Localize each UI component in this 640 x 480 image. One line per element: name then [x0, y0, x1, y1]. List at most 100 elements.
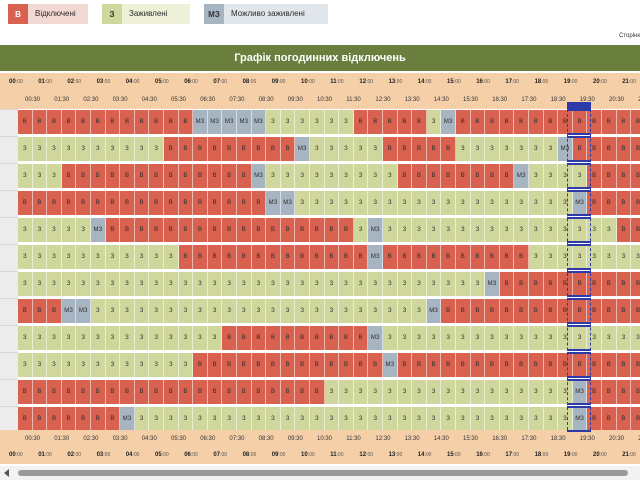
schedule-cell-off[interactable]: В — [470, 245, 486, 269]
schedule-cell-on[interactable]: З — [572, 326, 588, 350]
schedule-cell-on[interactable]: З — [61, 245, 77, 269]
schedule-cell-on[interactable]: З — [339, 407, 354, 431]
schedule-cell-on[interactable]: З — [368, 299, 383, 323]
schedule-cell-on[interactable]: З — [412, 380, 427, 404]
schedule-cell-off[interactable]: В — [178, 191, 194, 215]
schedule-cell-off[interactable]: В — [587, 353, 602, 377]
schedule-cell-on[interactable]: З — [280, 407, 296, 431]
schedule-cell-off[interactable]: В — [105, 164, 121, 188]
schedule-cell-off[interactable]: В — [149, 218, 164, 242]
schedule-cell-on[interactable]: З — [631, 245, 640, 269]
schedule-cell-on[interactable]: З — [47, 272, 62, 296]
schedule-cell-off[interactable]: В — [602, 380, 617, 404]
schedule-cell-off[interactable]: В — [426, 164, 442, 188]
schedule-cell-off[interactable]: В — [412, 164, 427, 188]
schedule-cell-off[interactable]: В — [368, 353, 383, 377]
schedule-cell-on[interactable]: З — [529, 380, 544, 404]
schedule-cell-on[interactable]: З — [149, 272, 164, 296]
schedule-cell-on[interactable]: З — [266, 164, 281, 188]
schedule-cell-on[interactable]: З — [353, 191, 369, 215]
schedule-cell-on[interactable]: З — [383, 326, 398, 350]
schedule-cell-off[interactable]: В — [47, 407, 62, 431]
schedule-cell-off[interactable]: В — [324, 218, 340, 242]
schedule-cell-on[interactable]: З — [470, 272, 486, 296]
schedule-cell-on[interactable]: З — [412, 299, 427, 323]
schedule-cell-off[interactable]: В — [587, 137, 602, 161]
schedule-cell-on[interactable]: З — [353, 137, 369, 161]
schedule-cell-on[interactable]: З — [47, 164, 62, 188]
schedule-cell-on[interactable]: З — [76, 137, 91, 161]
schedule-cell-on[interactable]: З — [558, 191, 573, 215]
schedule-cell-on[interactable]: З — [324, 407, 340, 431]
schedule-cell-off[interactable]: В — [266, 137, 281, 161]
schedule-cell-off[interactable]: В — [266, 326, 281, 350]
schedule-cell-on[interactable]: З — [426, 191, 442, 215]
schedule-cell-off[interactable]: В — [572, 272, 588, 296]
schedule-cell-on[interactable]: З — [18, 245, 33, 269]
schedule-cell-maybe[interactable]: МЗ — [572, 191, 588, 215]
schedule-cell-off[interactable]: В — [32, 110, 48, 134]
schedule-cell-off[interactable]: В — [456, 299, 471, 323]
schedule-cell-off[interactable]: В — [295, 326, 310, 350]
schedule-cell-on[interactable]: З — [76, 326, 91, 350]
schedule-cell-off[interactable]: В — [222, 218, 237, 242]
schedule-cell-off[interactable]: В — [251, 191, 267, 215]
schedule-cell-off[interactable]: В — [310, 353, 325, 377]
schedule-cell-off[interactable]: В — [237, 353, 252, 377]
schedule-cell-on[interactable]: З — [61, 137, 77, 161]
schedule-cell-off[interactable]: В — [134, 218, 150, 242]
schedule-cell-off[interactable]: В — [193, 137, 208, 161]
schedule-cell-off[interactable]: В — [193, 164, 208, 188]
schedule-cell-off[interactable]: В — [631, 137, 640, 161]
schedule-cell-on[interactable]: З — [426, 407, 442, 431]
schedule-cell-on[interactable]: З — [383, 380, 398, 404]
schedule-cell-off[interactable]: В — [353, 326, 369, 350]
schedule-cell-off[interactable]: В — [207, 137, 223, 161]
schedule-cell-off[interactable]: В — [310, 326, 325, 350]
schedule-cell-on[interactable]: З — [499, 380, 515, 404]
schedule-cell-off[interactable]: В — [251, 137, 267, 161]
schedule-cell-off[interactable]: В — [120, 164, 135, 188]
schedule-cell-off[interactable]: В — [105, 218, 121, 242]
schedule-cell-off[interactable]: В — [164, 110, 179, 134]
schedule-cell-off[interactable]: В — [456, 164, 471, 188]
schedule-cell-off[interactable]: В — [164, 380, 179, 404]
schedule-cell-on[interactable]: З — [339, 191, 354, 215]
schedule-cell-off[interactable]: В — [441, 353, 456, 377]
schedule-cell-on[interactable]: З — [91, 137, 106, 161]
schedule-cell-off[interactable]: В — [587, 380, 602, 404]
schedule-cell-off[interactable]: В — [470, 353, 486, 377]
schedule-cell-on[interactable]: З — [61, 326, 77, 350]
schedule-cell-off[interactable]: В — [602, 191, 617, 215]
schedule-cell-off[interactable]: В — [105, 407, 121, 431]
schedule-cell-on[interactable]: З — [32, 137, 48, 161]
schedule-cell-on[interactable]: З — [237, 407, 252, 431]
schedule-cell-on[interactable]: З — [324, 164, 340, 188]
schedule-cell-on[interactable]: З — [120, 272, 135, 296]
schedule-cell-off[interactable]: В — [222, 353, 237, 377]
schedule-cell-off[interactable]: В — [149, 110, 164, 134]
schedule-cell-on[interactable]: З — [339, 380, 354, 404]
schedule-cell-on[interactable]: З — [587, 245, 602, 269]
schedule-cell-off[interactable]: В — [397, 110, 413, 134]
schedule-cell-off[interactable]: В — [280, 380, 296, 404]
schedule-cell-off[interactable]: В — [61, 191, 77, 215]
schedule-cell-on[interactable]: З — [134, 137, 150, 161]
schedule-cell-on[interactable]: З — [207, 272, 223, 296]
schedule-cell-on[interactable]: З — [499, 218, 515, 242]
schedule-cell-maybe[interactable]: МЗ — [558, 137, 573, 161]
schedule-cell-off[interactable]: В — [164, 191, 179, 215]
schedule-cell-on[interactable]: З — [543, 137, 559, 161]
schedule-cell-on[interactable]: З — [572, 164, 588, 188]
schedule-cell-maybe[interactable]: МЗ — [368, 245, 383, 269]
schedule-cell-off[interactable]: В — [485, 110, 500, 134]
schedule-cell-off[interactable]: В — [631, 110, 640, 134]
schedule-cell-on[interactable]: З — [616, 326, 632, 350]
schedule-cell-off[interactable]: В — [280, 326, 296, 350]
schedule-cell-on[interactable]: З — [310, 272, 325, 296]
schedule-cell-off[interactable]: В — [222, 245, 237, 269]
schedule-cell-off[interactable]: В — [91, 407, 106, 431]
schedule-cell-off[interactable]: В — [164, 164, 179, 188]
schedule-cell-off[interactable]: В — [397, 353, 413, 377]
schedule-cell-on[interactable]: З — [295, 191, 310, 215]
